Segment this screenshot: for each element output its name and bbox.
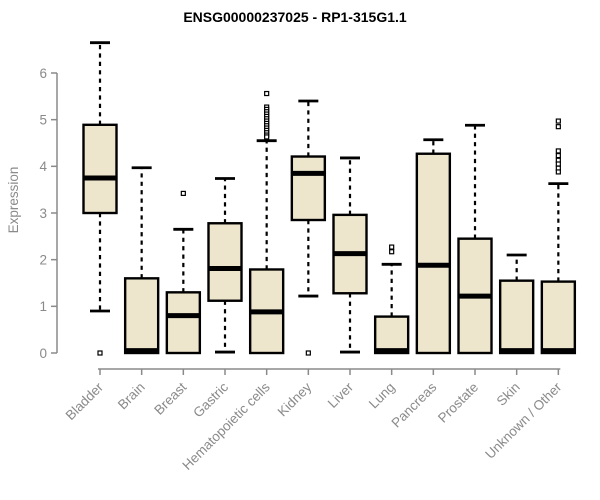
box-group (248, 90, 285, 355)
box-rect (207, 222, 243, 302)
outlier-point (555, 118, 561, 124)
box-rect (165, 291, 202, 355)
box-group (498, 253, 535, 355)
outlier-point (555, 152, 561, 159)
outlier-point (389, 244, 395, 250)
outlier-point (555, 124, 561, 130)
x-tick-label: Gastric (190, 379, 231, 420)
box-rect (123, 277, 160, 355)
box-group (82, 41, 118, 356)
x-tick-label: Brain (115, 380, 148, 413)
box-rect (82, 123, 118, 215)
y-tick-label: 4 (39, 159, 47, 174)
box-group (540, 118, 577, 355)
x-tick-label: Skin (494, 380, 523, 409)
y-tick-label: 1 (39, 299, 47, 314)
box-group (290, 99, 327, 356)
y-tick-label: 2 (39, 252, 47, 267)
outlier-point (180, 190, 186, 196)
box-group (123, 166, 160, 355)
box-group (165, 190, 202, 355)
x-tick-label: Unknown / Other (482, 379, 565, 462)
box-rect (373, 315, 410, 355)
box-group (415, 138, 452, 355)
box-group (332, 156, 368, 354)
chart-title: ENSG00000237025 - RP1-315G1.1 (183, 9, 407, 25)
outlier-point (555, 161, 561, 167)
x-tick-label: Kidney (275, 379, 315, 419)
outlier-point (555, 169, 561, 175)
outlier-point (264, 134, 270, 140)
x-tick-label: Breast (151, 379, 189, 417)
outlier-point (264, 90, 270, 97)
x-tick-label: Bladder (63, 379, 107, 423)
outlier-point (555, 148, 561, 154)
outlier-point (97, 350, 103, 356)
y-tick-label: 5 (39, 112, 47, 127)
x-tick-label: Lung (366, 380, 398, 412)
y-tick-label: 3 (39, 206, 47, 221)
box-group (207, 177, 243, 354)
x-tick-label: Liver (325, 379, 357, 411)
box-group (457, 123, 493, 355)
x-tick-label: Prostate (435, 380, 481, 426)
box-rect (415, 152, 452, 355)
box-rect (290, 155, 327, 222)
y-axis-title: Expression (6, 167, 21, 234)
y-tick-label: 6 (39, 66, 47, 81)
outlier-point (389, 249, 395, 255)
x-tick-label: Pancreas (389, 379, 440, 430)
y-tick-label: 0 (39, 346, 47, 361)
box-group (373, 244, 410, 355)
outlier-point (305, 350, 311, 356)
box-rect (540, 280, 577, 355)
box-rect (498, 279, 535, 355)
